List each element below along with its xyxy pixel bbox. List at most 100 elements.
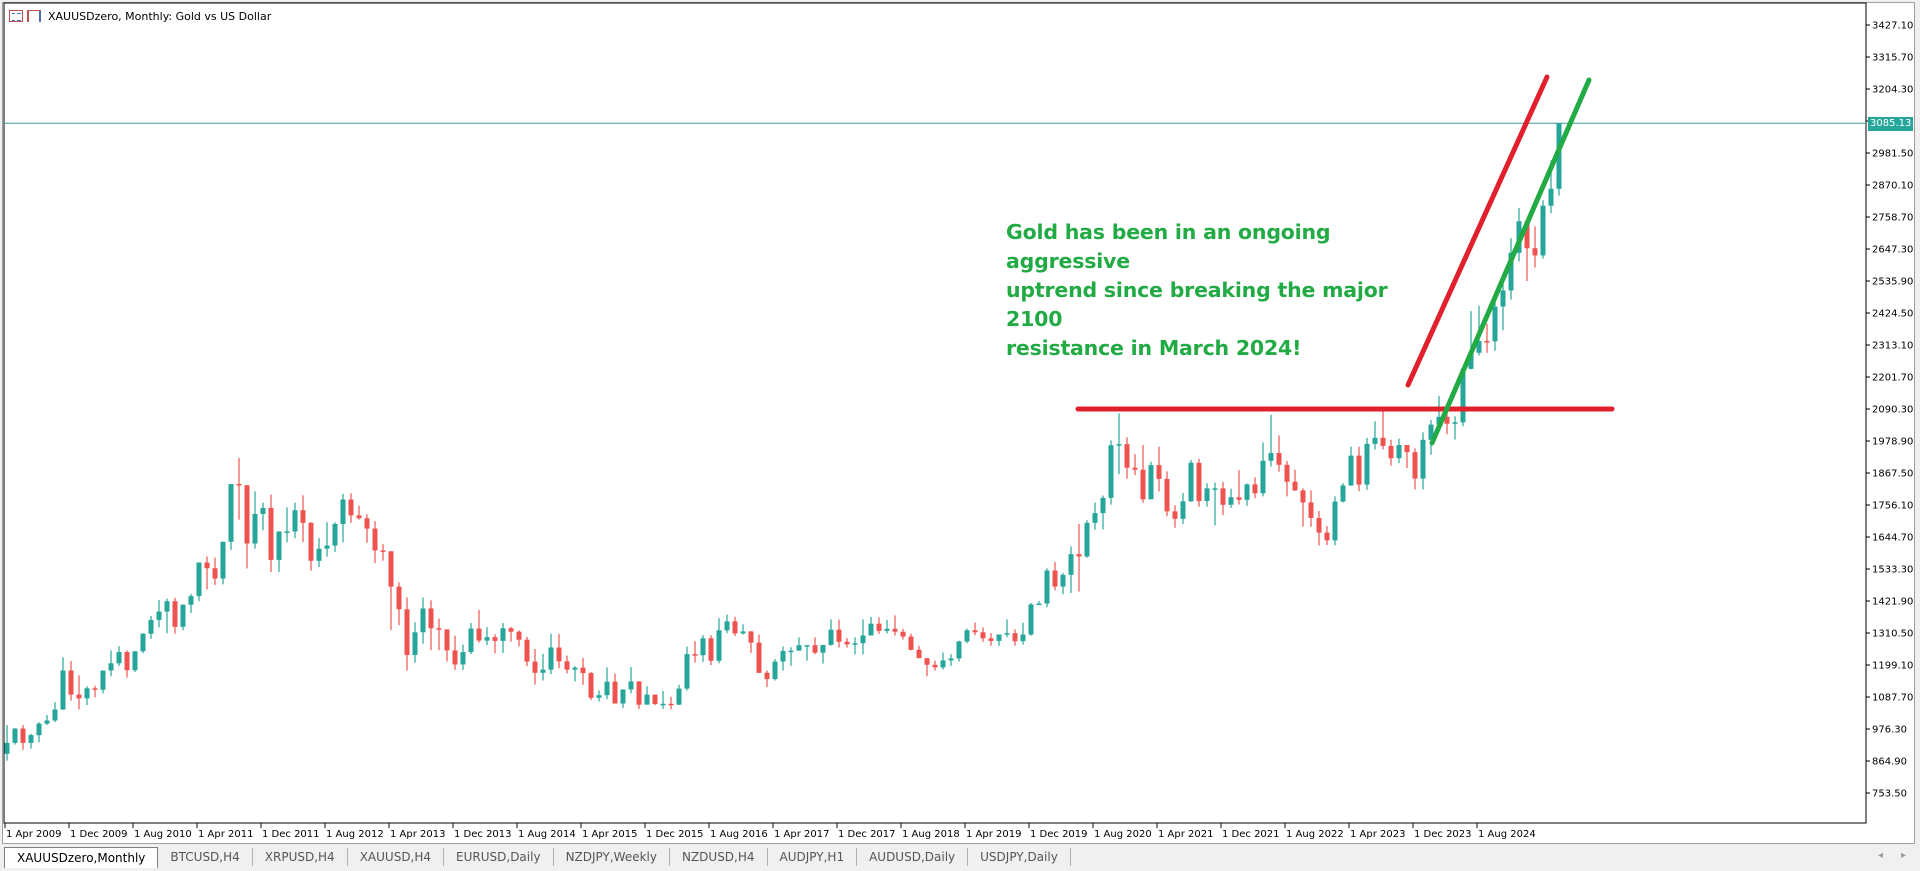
x-axis-label: 1 Apr 2019 — [966, 829, 1021, 840]
bull-candle — [420, 608, 426, 633]
bear-candle — [1012, 633, 1018, 642]
bull-candle — [772, 661, 778, 680]
tab-xauusd-h4[interactable]: XAUUSD,H4 — [348, 848, 445, 866]
tab-usdjpy-daily[interactable]: USDJPY,Daily — [968, 848, 1071, 866]
bull-candle — [852, 643, 858, 645]
bull-candle — [1476, 341, 1482, 353]
bear-candle — [380, 550, 386, 552]
bull-candle — [276, 531, 282, 560]
bull-candle — [628, 681, 634, 690]
bear-candle — [876, 623, 882, 631]
bull-candle — [644, 694, 650, 705]
bear-candle — [1524, 221, 1530, 249]
bear-candle — [1276, 453, 1282, 465]
bull-candle — [1116, 444, 1122, 446]
y-axis-label: 1756.10 — [1872, 501, 1913, 512]
tab-audjpy-h1[interactable]: AUDJPY,H1 — [768, 848, 858, 866]
tab-eurusd-daily[interactable]: EURUSD,Daily — [444, 848, 554, 866]
bull-candle — [1268, 453, 1274, 461]
bull-candle — [196, 562, 202, 597]
bull-candle — [1108, 445, 1114, 498]
bear-candle — [364, 518, 370, 529]
bear-candle — [1156, 465, 1162, 479]
y-axis-label: 1644.70 — [1872, 533, 1913, 544]
tab-audusd-daily[interactable]: AUDUSD,Daily — [857, 848, 969, 866]
y-axis-label: 2535.90 — [1872, 277, 1913, 288]
channel-upper-trendline[interactable] — [1405, 74, 1550, 388]
bull-candle — [132, 651, 138, 671]
bear-candle — [932, 664, 938, 668]
bear-candle — [636, 681, 642, 705]
bear-candle — [1388, 445, 1394, 459]
bull-candle — [828, 629, 834, 645]
bull-candle — [12, 728, 18, 743]
candlestick-chart[interactable]: 3427.10 3315.70 3204.30 2981.50 2870.10 2758.… — [0, 0, 1920, 846]
bear-candle — [580, 667, 586, 674]
bull-candle — [284, 531, 290, 533]
bear-candle — [204, 562, 210, 569]
tab-xrpusd-h4[interactable]: XRPUSD,H4 — [253, 848, 348, 866]
bull-candle — [412, 632, 418, 655]
y-axis-label: 1421.90 — [1872, 597, 1913, 608]
x-axis-label: 1 Aug 2022 — [1286, 829, 1344, 840]
bear-candle — [916, 649, 922, 659]
bear-candle — [1196, 462, 1202, 502]
bull-candle — [964, 630, 970, 642]
bear-candle — [404, 609, 410, 655]
bull-candle — [484, 637, 490, 641]
bull-candle — [780, 650, 786, 662]
bear-candle — [1532, 248, 1538, 256]
market-watch-list-icon[interactable] — [9, 10, 23, 22]
bull-candle — [1004, 633, 1010, 635]
chart-title-bar: XAUUSDzero, Monthly: Gold vs US Dollar — [9, 7, 271, 25]
y-axis-label: 2090.30 — [1872, 405, 1913, 416]
bull-candle — [4, 742, 10, 754]
bull-candle — [684, 654, 690, 689]
tab-nzdusd-h4[interactable]: NZDUSD,H4 — [670, 848, 768, 866]
x-axis-label: 1 Aug 2010 — [134, 829, 192, 840]
y-axis-label: 1867.50 — [1872, 469, 1913, 480]
x-axis-label: 1 Apr 2015 — [582, 829, 637, 840]
bear-candle — [396, 586, 402, 610]
bear-candle — [348, 499, 354, 516]
bear-candle — [764, 672, 770, 680]
chart-window[interactable]: XAUUSDzero, Monthly: Gold vs US Dollar — [2, 2, 1915, 844]
y-axis-label: 2313.10 — [1872, 341, 1913, 352]
y-axis-label: 3427.10 — [1872, 21, 1913, 32]
tab-nzdjpy-weekly[interactable]: NZDJPY,Weekly — [554, 848, 670, 866]
bull-candle — [500, 628, 506, 641]
bull-candle — [1148, 465, 1154, 500]
bull-candle — [676, 688, 682, 705]
x-axis-label: 1 Apr 2009 — [6, 829, 61, 840]
bull-candle — [292, 510, 298, 532]
annotation-line-3: resistance in March 2024! — [1006, 336, 1302, 360]
objects-icon[interactable] — [27, 10, 41, 22]
bull-candle — [116, 652, 122, 664]
bear-candle — [1236, 497, 1242, 500]
bear-candle — [76, 694, 82, 699]
bull-candle — [884, 628, 890, 631]
scroll-right-icon[interactable]: ▸ — [1900, 850, 1906, 861]
bull-candle — [324, 545, 330, 549]
bear-candle — [1052, 570, 1058, 587]
tab-btcusd-h4[interactable]: BTCUSD,H4 — [158, 848, 253, 866]
scroll-left-icon[interactable]: ◂ — [1877, 850, 1883, 861]
tab-xauusdzero-monthly[interactable]: XAUUSDzero,Monthly — [4, 846, 159, 868]
bear-candle — [1404, 444, 1410, 453]
x-axis-label: 1 Aug 2018 — [902, 829, 960, 840]
chart-tabs-bar: XAUUSDzero,Monthly BTCUSD,H4 XRPUSD,H4 X… — [0, 846, 1920, 868]
x-axis-label: 1 Aug 2014 — [518, 829, 576, 840]
bull-candle — [1500, 290, 1506, 307]
bull-candle — [460, 652, 466, 665]
x-axis-label: 1 Dec 2015 — [646, 829, 704, 840]
tab-scroll-arrows: ◂ ▸ — [1878, 850, 1906, 861]
bull-candle — [1100, 497, 1106, 514]
bull-candle — [940, 660, 946, 668]
bear-candle — [692, 654, 698, 656]
channel-lower-trendline[interactable] — [1429, 77, 1592, 446]
bear-candle — [1132, 467, 1138, 470]
bear-candle — [1172, 511, 1178, 519]
bear-candle — [812, 645, 818, 653]
annotation-text: Gold has been in an ongoing aggressive u… — [1006, 218, 1426, 363]
